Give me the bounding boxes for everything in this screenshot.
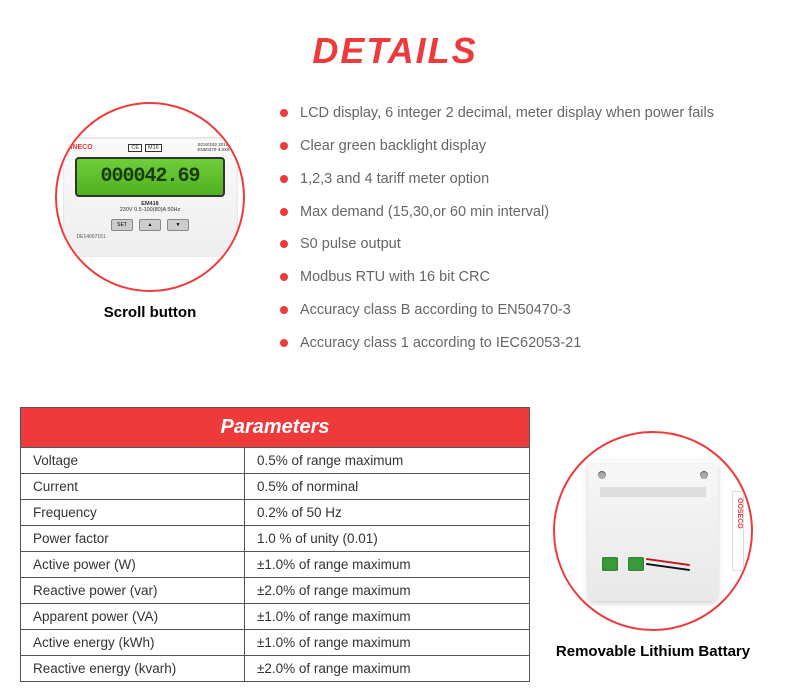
parameters-body: Voltage0.5% of range maximum Current0.5%…	[21, 447, 530, 681]
table-row: Current0.5% of norminal	[21, 473, 530, 499]
table-row: Apparent power (VA)±1.0% of range maximu…	[21, 603, 530, 629]
param-value: 0.5% of range maximum	[244, 447, 529, 473]
battery-column: OOSECO Removable Lithium Battary	[548, 407, 758, 660]
feature-item: Clear green backlight display	[280, 137, 770, 156]
param-name: Power factor	[21, 525, 245, 551]
terminal-icon	[602, 557, 618, 571]
battery-circle: OOSECO	[553, 431, 753, 631]
battery-module: OOSECO	[588, 461, 718, 601]
meter-lcd: 000042.69	[75, 157, 225, 197]
badge-m16: M16	[145, 144, 162, 152]
param-name: Reactive power (var)	[21, 577, 245, 603]
param-value: ±1.0% of range maximum	[244, 629, 529, 655]
param-value: 0.5% of norminal	[244, 473, 529, 499]
badge-ce: CE	[128, 144, 142, 152]
table-row: Reactive power (var)±2.0% of range maxim…	[21, 577, 530, 603]
param-name: Active power (W)	[21, 551, 245, 577]
label-strip	[600, 487, 706, 497]
feature-list: LCD display, 6 integer 2 decimal, meter …	[280, 102, 770, 367]
side-brand-strip: OOSECO	[732, 491, 744, 571]
feature-item: 1,2,3 and 4 tariff meter option	[280, 170, 770, 189]
parameters-table: Parameters Voltage0.5% of range maximum …	[20, 407, 530, 682]
meter-serial: DE14007151	[71, 234, 230, 240]
screw-hole-icon	[700, 471, 708, 479]
param-name: Frequency	[21, 499, 245, 525]
meter-down-button[interactable]: ▼	[167, 219, 189, 231]
param-name: Apparent power (VA)	[21, 603, 245, 629]
feature-item: Modbus RTU with 16 bit CRC	[280, 268, 770, 287]
meter-brand: INECO	[71, 144, 93, 151]
feature-item: LCD display, 6 integer 2 decimal, meter …	[280, 104, 770, 123]
param-value: 0.2% of 50 Hz	[244, 499, 529, 525]
meter-face: INECO CE M16 SGS0192 2016 EN50470-3.3X6 …	[63, 137, 238, 257]
battery-caption: Removable Lithium Battary	[556, 643, 750, 660]
meter-button-row: SET ▲ ▼	[71, 219, 230, 231]
top-section: INECO CE M16 SGS0192 2016 EN50470-3.3X6 …	[20, 102, 770, 367]
param-name: Current	[21, 473, 245, 499]
parameters-header: Parameters	[21, 407, 530, 447]
table-row: Voltage0.5% of range maximum	[21, 447, 530, 473]
param-value: ±2.0% of range maximum	[244, 655, 529, 681]
terminal-icon	[628, 557, 644, 571]
feature-item: S0 pulse output	[280, 235, 770, 254]
table-row: Reactive energy (kvarh)±2.0% of range ma…	[21, 655, 530, 681]
param-name: Active energy (kWh)	[21, 629, 245, 655]
param-value: ±1.0% of range maximum	[244, 551, 529, 577]
meter-badges: CE M16	[128, 144, 161, 152]
param-value: ±1.0% of range maximum	[244, 603, 529, 629]
feature-item: Accuracy class B according to EN50470-3	[280, 301, 770, 320]
page-title: DETAILS	[20, 30, 770, 72]
param-name: Reactive energy (kvarh)	[21, 655, 245, 681]
meter-set-button[interactable]: SET	[111, 219, 133, 231]
feature-item: Accuracy class 1 according to IEC62053-2…	[280, 334, 770, 353]
meter-spec: 230V 0.5-100(80)A 50Hz	[71, 207, 230, 213]
table-row: Active power (W)±1.0% of range maximum	[21, 551, 530, 577]
product-image-column: INECO CE M16 SGS0192 2016 EN50470-3.3X6 …	[20, 102, 250, 367]
meter-up-button[interactable]: ▲	[139, 219, 161, 231]
screw-hole-icon	[598, 471, 606, 479]
table-row: Active energy (kWh)±1.0% of range maximu…	[21, 629, 530, 655]
meter-cert: SGS0192 2016 EN50470-3.3X6	[197, 143, 229, 153]
feature-item: Max demand (15,30,or 60 min interval)	[280, 203, 770, 222]
table-row: Power factor1.0 % of unity (0.01)	[21, 525, 530, 551]
meter-caption: Scroll button	[104, 304, 197, 321]
param-value: 1.0 % of unity (0.01)	[244, 525, 529, 551]
table-row: Frequency0.2% of 50 Hz	[21, 499, 530, 525]
product-meter-circle: INECO CE M16 SGS0192 2016 EN50470-3.3X6 …	[55, 102, 245, 292]
param-name: Voltage	[21, 447, 245, 473]
bottom-section: Parameters Voltage0.5% of range maximum …	[20, 407, 770, 682]
param-value: ±2.0% of range maximum	[244, 577, 529, 603]
